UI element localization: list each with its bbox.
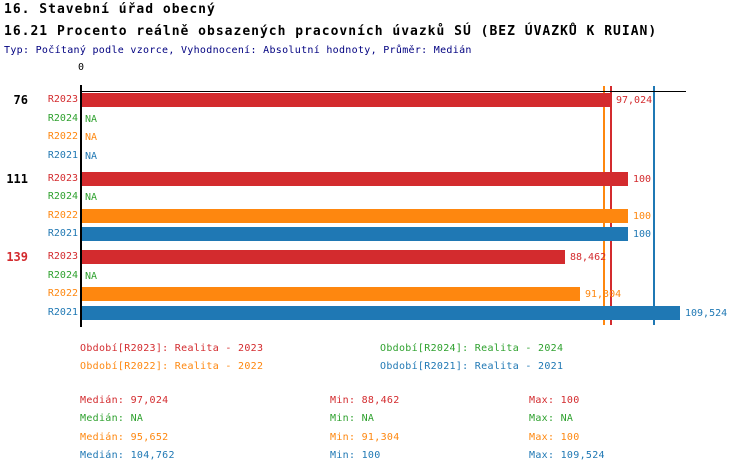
- stat-median: Medián: NA: [80, 413, 144, 424]
- stats-row-r2024: Medián: NA Min: NA Max: NA: [0, 413, 750, 426]
- legend-item-r2024: Období[R2024]: Realita - 2024: [380, 343, 564, 354]
- legend-item-r2022: Období[R2022]: Realita - 2022: [80, 361, 264, 372]
- stat-max: Max: NA: [529, 413, 574, 424]
- value-bar-r2023: [82, 171, 628, 186]
- stat-min: Min: NA: [330, 413, 375, 424]
- na-value-label: NA: [85, 270, 98, 282]
- indicator-subtitle: Typ: Počítaný podle vzorce, Vyhodnocení:…: [4, 45, 472, 56]
- series-year-label: R2024: [47, 269, 78, 281]
- stat-min: Min: 100: [330, 450, 381, 461]
- value-bar-r2022: [82, 208, 628, 223]
- series-year-label: R2022: [47, 288, 78, 299]
- stat-median: Medián: 95,652: [80, 432, 169, 443]
- stat-min: Min: 88,462: [330, 395, 400, 406]
- series-year-label: R2023: [47, 251, 78, 262]
- na-value-label: NA: [85, 192, 98, 203]
- series-year-label: R2022: [47, 209, 78, 221]
- group-id-label: 76: [13, 93, 28, 107]
- na-value-label: NA: [85, 132, 98, 143]
- bar-value-label: 100: [633, 210, 652, 222]
- stat-median: Medián: 104,762: [80, 450, 175, 461]
- series-year-label: R2024: [47, 112, 78, 124]
- bar-value-label: 97,024: [616, 95, 653, 106]
- bar-value-label: 100: [633, 173, 652, 185]
- series-year-label: R2021: [47, 306, 78, 318]
- y-axis-line: [80, 85, 82, 327]
- axis-zero-tick-label: 0: [77, 62, 85, 73]
- value-bar-r2023: [82, 93, 611, 107]
- series-year-label: R2021: [47, 228, 78, 239]
- legend-item-r2023: Období[R2023]: Realita - 2023: [80, 343, 264, 354]
- median-line-r2023: [610, 86, 612, 325]
- bar-value-label: 100: [633, 229, 652, 240]
- value-bar-r2021: [82, 227, 628, 241]
- group-id-label: 139: [6, 250, 28, 264]
- stat-max: Max: 100: [529, 395, 580, 406]
- value-bar-r2021: [82, 305, 680, 320]
- stats-row-r2021: Medián: 104,762 Min: 100 Max: 109,524: [0, 450, 750, 463]
- bar-value-label: 91,304: [585, 289, 622, 300]
- na-value-label: NA: [85, 150, 98, 162]
- value-bar-r2023: [82, 250, 565, 264]
- legend-item-r2021: Období[R2021]: Realita - 2021: [380, 361, 564, 372]
- series-year-label: R2021: [47, 149, 78, 161]
- stat-max: Max: 109,524: [529, 450, 605, 461]
- na-value-label: NA: [85, 113, 98, 125]
- stats-row-r2022: Medián: 95,652 Min: 91,304 Max: 100: [0, 432, 750, 445]
- series-year-label: R2023: [47, 172, 78, 184]
- series-year-label: R2023: [47, 94, 78, 105]
- stats-row-r2023: Medián: 97,024 Min: 88,462 Max: 100: [0, 395, 750, 408]
- indicator-title: 16.21 Procento reálně obsazených pracovn…: [4, 24, 658, 39]
- group-id-label: 111: [6, 171, 28, 186]
- stat-max: Max: 100: [529, 432, 580, 443]
- bar-plot-area: 0 76 R2023 97,024 R2024 NA R2022 NA R2021 NA 111 R…: [6, 62, 728, 327]
- report-section-title: 16. Stavební úřad obecný: [4, 2, 216, 17]
- x-axis-line: [81, 91, 686, 92]
- series-year-label: R2024: [47, 191, 78, 202]
- median-line-r2022: [603, 86, 605, 325]
- stat-median: Medián: 97,024: [80, 395, 169, 406]
- series-year-label: R2022: [47, 131, 78, 142]
- stat-min: Min: 91,304: [330, 432, 400, 443]
- bar-value-label: 88,462: [570, 252, 607, 263]
- bar-value-label: 109,524: [685, 307, 728, 319]
- median-line-r2021: [653, 86, 655, 325]
- value-bar-r2022: [82, 287, 580, 301]
